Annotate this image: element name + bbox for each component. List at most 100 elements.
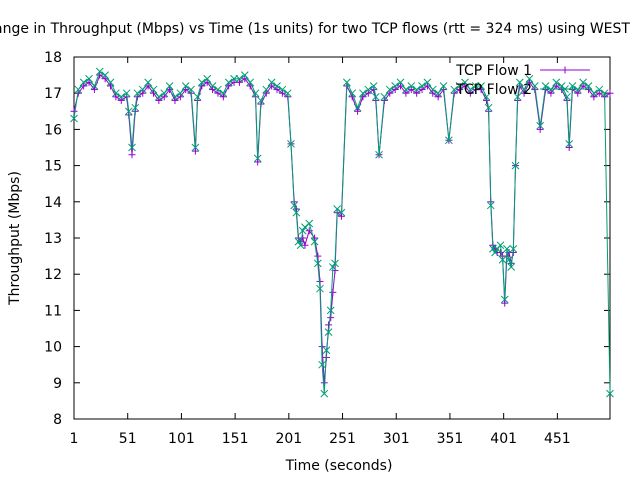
- data-point: [283, 89, 292, 98]
- data-point: [565, 144, 573, 151]
- y-tick-label: 13: [44, 231, 62, 247]
- data-point: [70, 107, 78, 115]
- data-point: [520, 85, 528, 94]
- data-point: [254, 158, 262, 166]
- data-point: [329, 288, 337, 296]
- y-tick-label: 11: [44, 303, 62, 319]
- data-point: [219, 89, 228, 98]
- data-point: [101, 71, 110, 79]
- data-point: [294, 237, 303, 246]
- data-point: [511, 161, 520, 170]
- data-point: [79, 78, 88, 87]
- data-point: [402, 85, 410, 94]
- plot-frame: [73, 56, 611, 420]
- data-point: [418, 86, 426, 94]
- data-point: [563, 92, 571, 101]
- data-point: [541, 82, 550, 90]
- data-point: [364, 89, 372, 97]
- data-point: [74, 85, 83, 94]
- data-point: [568, 82, 577, 90]
- y-axis: 8 9 10 11 12 13 14 15 16 17 18: [44, 50, 610, 428]
- data-point: [407, 82, 416, 90]
- data-point: [364, 85, 373, 94]
- data-point: [176, 89, 185, 98]
- data-point: [337, 212, 345, 220]
- x-tick-label: 351: [437, 431, 464, 447]
- data-point: [310, 237, 319, 246]
- data-point: [503, 245, 511, 253]
- data-point: [423, 78, 432, 87]
- data-point: [246, 78, 255, 87]
- data-point: [380, 92, 389, 101]
- data-point: [287, 140, 295, 148]
- data-point: [144, 78, 152, 87]
- x-tick-label: 451: [544, 431, 571, 447]
- data-point: [501, 299, 509, 307]
- x-tick-label: 151: [222, 431, 249, 447]
- data-point: [456, 86, 464, 94]
- data-point: [509, 245, 518, 253]
- data-point: [486, 201, 495, 210]
- data-point: [208, 82, 217, 90]
- x-tick-label: 301: [383, 431, 410, 447]
- x-tick-label: 1: [70, 431, 79, 447]
- data-point: [160, 89, 169, 98]
- y-tick-label: 14: [44, 195, 62, 211]
- data-point: [193, 92, 202, 101]
- data-point: [171, 96, 179, 104]
- data-point: [318, 360, 326, 369]
- data-point: [595, 85, 604, 94]
- data-point: [491, 248, 499, 257]
- data-point: [219, 93, 227, 101]
- legend-label: TCP Flow 2: [455, 82, 532, 98]
- data-point: [273, 86, 281, 94]
- data-point: [375, 150, 383, 159]
- data-point: [590, 89, 598, 98]
- y-tick-label: 16: [44, 122, 62, 138]
- x-tick-label: 101: [168, 431, 195, 447]
- data-point: [290, 201, 299, 210]
- data-point: [320, 389, 329, 398]
- data-point: [240, 71, 249, 79]
- data-point: [331, 259, 339, 268]
- data-point: [251, 89, 260, 98]
- x-tick-label: 251: [329, 431, 356, 447]
- data-point: [565, 140, 574, 148]
- data-point: [298, 226, 307, 235]
- x-axis: 1 51 101 151 201 251 301 351 401 451: [70, 57, 571, 447]
- x-tick-label: 201: [275, 431, 302, 447]
- data-point: [429, 89, 437, 97]
- data-point: [214, 89, 222, 97]
- data-point: [313, 259, 322, 268]
- data-point: [500, 295, 509, 304]
- data-point: [385, 85, 394, 94]
- data-point: [353, 103, 362, 112]
- y-tick-label: 17: [44, 86, 62, 102]
- data-point: [477, 82, 485, 90]
- legend: TCP Flow 1 TCP Flow 2: [455, 63, 590, 98]
- y-axis-label: Throughput (Mbps): [7, 171, 23, 306]
- data-point: [391, 86, 399, 94]
- data-point: [530, 82, 539, 90]
- data-point: [606, 89, 614, 97]
- data-point: [590, 93, 598, 101]
- data-point: [547, 89, 555, 97]
- data-point: [525, 74, 534, 83]
- data-point: [505, 255, 513, 264]
- data-point: [106, 78, 115, 87]
- y-tick-label: 15: [44, 159, 62, 175]
- data-point: [342, 78, 351, 87]
- data-point: [224, 78, 233, 87]
- data-point: [95, 67, 104, 76]
- data-point: [296, 241, 305, 250]
- data-point: [262, 85, 271, 94]
- data-point: [122, 89, 131, 98]
- data-point: [574, 89, 582, 97]
- data-point: [203, 74, 212, 83]
- data-point: [131, 103, 140, 112]
- data-point: [520, 89, 528, 97]
- data-point: [160, 93, 168, 101]
- x-tick-label: 51: [119, 431, 137, 447]
- data-point: [155, 92, 163, 101]
